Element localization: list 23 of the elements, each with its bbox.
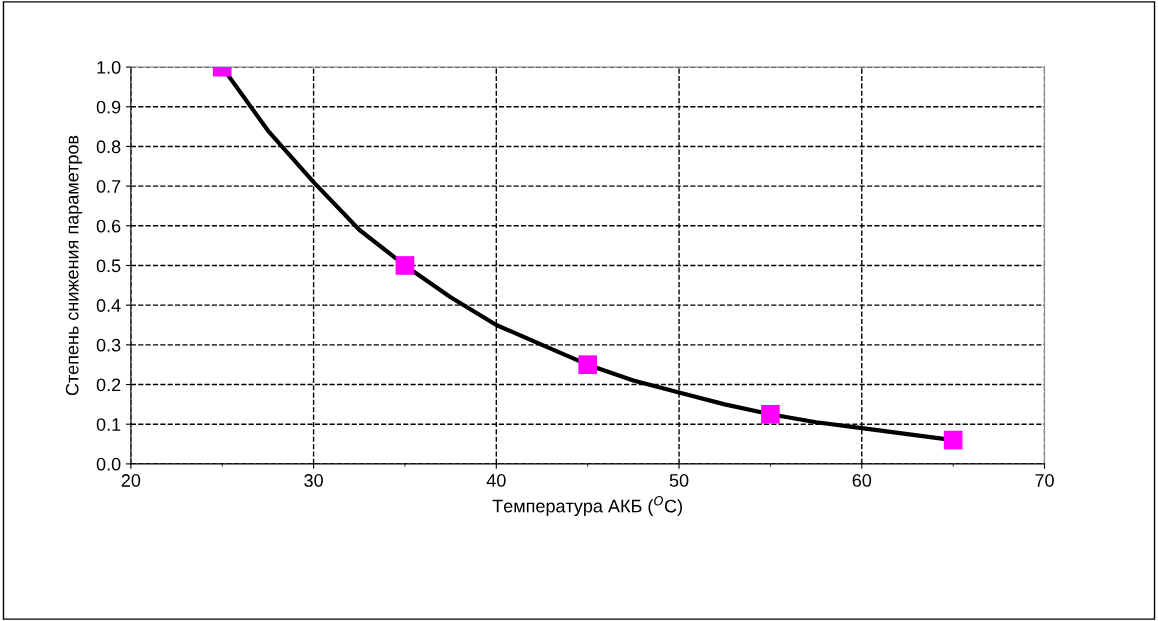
x-tick-label: 50 <box>669 474 689 487</box>
y-tick-label: 1.0 <box>97 61 121 74</box>
x-tick-label: 40 <box>486 474 506 487</box>
y-tick-label: 0.3 <box>96 338 121 352</box>
y-tick-label: 0.7 <box>96 180 121 193</box>
x-tick-label: 70 <box>1035 474 1054 487</box>
y-tick-label: 0.0 <box>96 457 121 471</box>
point <box>395 256 415 275</box>
y-tick-label: 0.4 <box>96 299 121 312</box>
x-tick-label: 30 <box>304 474 323 487</box>
y-tick-label: 0.5 <box>96 259 121 273</box>
x-axis-title: Температура АКБ ($^{O}$C) <box>492 496 682 517</box>
point <box>943 430 963 450</box>
y-tick-label: 0.9 <box>96 100 121 114</box>
y-tick-label: 0.2 <box>96 378 121 392</box>
x-tick-label: 60 <box>852 474 872 487</box>
y-axis-title: Степень снижения параметров <box>65 135 83 396</box>
point <box>578 355 597 374</box>
x-tick-label: 20 <box>121 474 141 487</box>
y-tick-label: 0.1 <box>96 418 121 431</box>
y-tick-label: 0.8 <box>96 140 121 154</box>
point <box>761 404 780 424</box>
y-tick-label: 0.6 <box>96 219 121 233</box>
